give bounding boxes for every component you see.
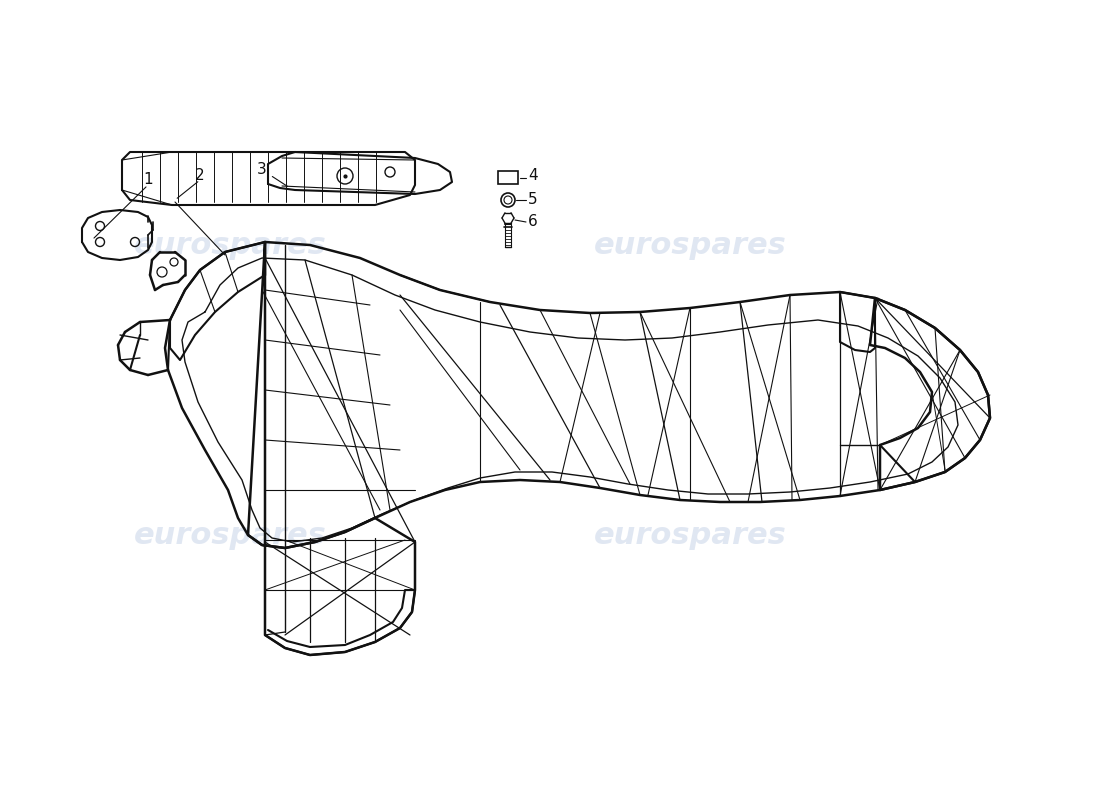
- FancyBboxPatch shape: [498, 171, 518, 184]
- Text: 2: 2: [195, 167, 205, 182]
- Text: 4: 4: [528, 169, 538, 183]
- Text: eurospares: eurospares: [133, 521, 327, 550]
- Text: eurospares: eurospares: [133, 230, 327, 259]
- Text: 6: 6: [528, 214, 538, 230]
- Text: 5: 5: [528, 193, 538, 207]
- Text: 3: 3: [257, 162, 267, 178]
- Text: 1: 1: [143, 173, 153, 187]
- Text: eurospares: eurospares: [594, 230, 786, 259]
- Text: eurospares: eurospares: [594, 521, 786, 550]
